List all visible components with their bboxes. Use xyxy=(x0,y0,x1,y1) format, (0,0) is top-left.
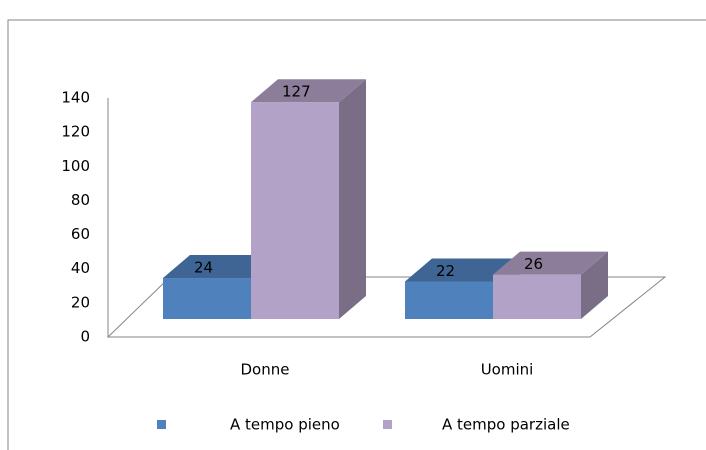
bar-top xyxy=(251,79,366,103)
data-label: 22 xyxy=(436,262,455,280)
legend-label: A tempo parziale xyxy=(442,416,570,434)
bar-top xyxy=(163,255,278,279)
bar-front xyxy=(493,274,581,319)
x-tick-label: Donne xyxy=(241,361,290,379)
floor xyxy=(106,276,667,338)
bar-front xyxy=(405,281,493,319)
bar-front xyxy=(251,102,339,319)
y-tick-label: 80 xyxy=(71,191,90,209)
bar xyxy=(493,251,608,319)
y-tick-label: 60 xyxy=(71,225,90,243)
y-tick-label: 100 xyxy=(61,157,90,175)
data-label: 24 xyxy=(194,259,213,277)
bar-side xyxy=(339,79,366,319)
data-label: 127 xyxy=(282,83,311,101)
bar xyxy=(251,79,366,319)
y-tick-label: 120 xyxy=(61,123,90,141)
legend-swatch xyxy=(157,420,166,429)
legend-swatch xyxy=(383,420,392,429)
x-tick-label: Uomini xyxy=(481,361,534,379)
y-tick-label: 20 xyxy=(71,293,90,311)
y-tick-label: 40 xyxy=(71,259,90,277)
y-tick-label: 140 xyxy=(61,89,90,107)
bar-top xyxy=(493,251,608,275)
y-tick-label: 0 xyxy=(80,328,90,346)
bar-front xyxy=(163,278,251,319)
bar-top xyxy=(405,258,520,282)
legend-label: A tempo pieno xyxy=(230,416,340,434)
data-label: 26 xyxy=(524,255,543,273)
bar-side xyxy=(581,251,608,319)
